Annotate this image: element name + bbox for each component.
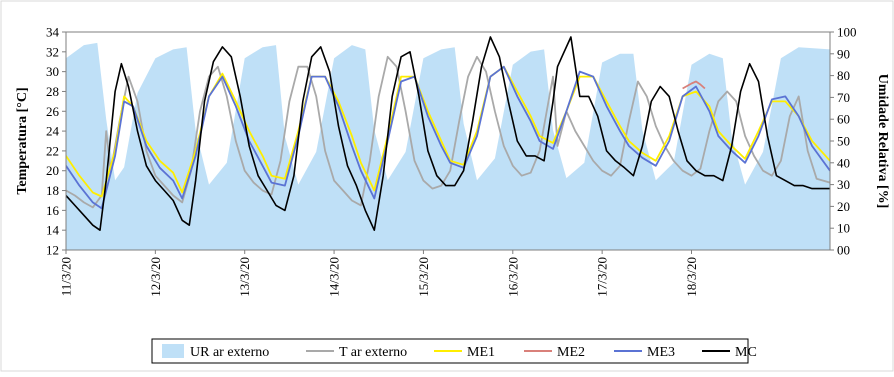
y-tick-label: 28 <box>46 84 59 99</box>
plot-area <box>65 31 831 251</box>
legend-swatch-ur-ar-externo <box>162 344 184 358</box>
y2-tick-label: 40 <box>837 155 850 170</box>
legend: UR ar externo T ar externo ME1 ME2 ME3 MC <box>151 338 757 364</box>
legend-label-ur-ar-externo: UR ar externo <box>190 345 269 360</box>
left-axis: 12 14 16 18 20 22 24 26 28 30 32 34 <box>46 25 66 258</box>
x-tick-label: 13/3/20 <box>237 257 252 297</box>
x-tick-label: 14/3/20 <box>327 257 342 297</box>
x-tick-label: 12/3/20 <box>148 257 163 297</box>
y-tick-label: 22 <box>46 143 59 158</box>
y-tick-label: 30 <box>46 64 59 79</box>
y2-tick-label: 00 <box>837 243 850 258</box>
x-tick-label: 18/3/20 <box>684 257 699 297</box>
series-line-me2 <box>682 80 706 90</box>
y2-tick-label: 100 <box>837 25 857 40</box>
series-area-ur-ar-externo <box>66 42 830 250</box>
series-line-mc <box>66 36 830 231</box>
y-tick-label: 20 <box>46 163 59 178</box>
x-tick-label: 15/3/20 <box>416 257 431 297</box>
x-tick-label: 11/3/20 <box>59 257 74 296</box>
y2-tick-label: 60 <box>837 112 850 127</box>
series-line-me3 <box>66 65 830 210</box>
y-tick-label: 24 <box>46 124 60 139</box>
legend-label-me2: ME2 <box>557 345 585 360</box>
y-tick-label: 32 <box>46 44 59 59</box>
y2-tick-label: 20 <box>837 199 850 214</box>
y2-tick-label: 90 <box>837 46 850 61</box>
y-tick-label: 14 <box>46 223 60 238</box>
y2-tick-label: 50 <box>837 134 850 149</box>
y2-tick-label: 30 <box>837 177 850 192</box>
y-tick-label: 34 <box>46 25 60 40</box>
y2-axis-label: Umidade Relativa [%] <box>875 74 890 209</box>
legend-label-me1: ME1 <box>467 345 495 360</box>
legend-label-mc: MC <box>735 345 757 360</box>
x-tick-label: 16/3/20 <box>505 257 520 297</box>
y2-tick-label: 70 <box>837 90 850 105</box>
x-tick-label: 17/3/20 <box>595 257 610 297</box>
y-axis-label: Temperatura [°C] <box>15 87 30 194</box>
right-axis: 00 10 20 30 40 50 60 70 80 90 100 <box>830 25 857 258</box>
y2-tick-label: 80 <box>837 68 850 83</box>
y-tick-label: 26 <box>46 104 60 119</box>
legend-label-me3: ME3 <box>647 345 675 360</box>
legend-label-t-ar-externo: T ar externo <box>339 345 407 360</box>
series-line-me1 <box>66 65 830 198</box>
y-tick-label: 16 <box>46 203 60 218</box>
y-tick-label: 18 <box>46 183 59 198</box>
y-tick-label: 12 <box>46 243 59 258</box>
x-axis: 11/3/20 12/3/20 13/3/20 14/3/20 15/3/20 16/3/… <box>59 250 699 297</box>
y2-tick-label: 10 <box>837 221 850 236</box>
